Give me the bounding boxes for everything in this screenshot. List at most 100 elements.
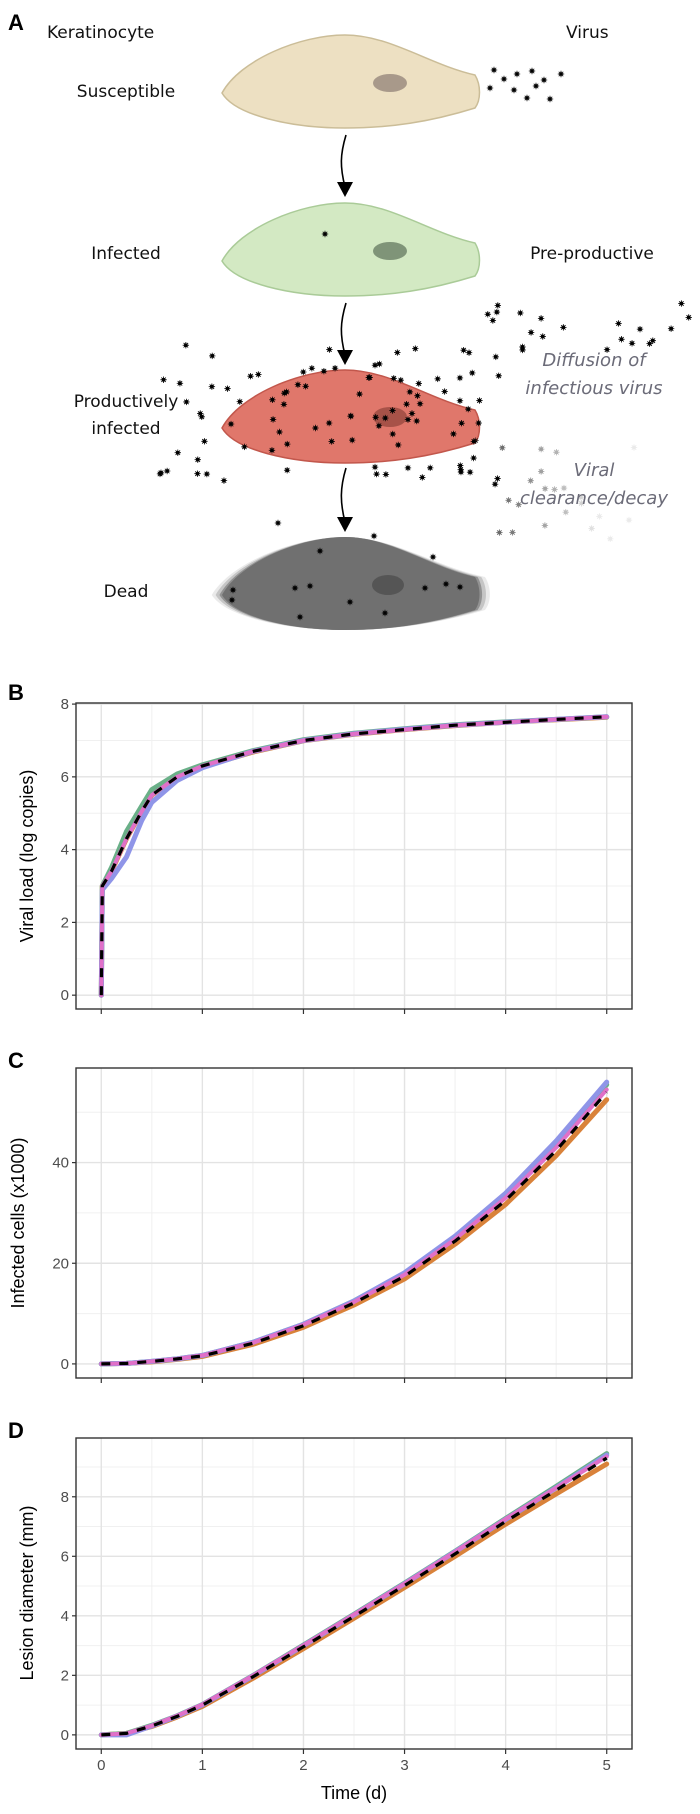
y-tick-label: 40 — [52, 1155, 69, 1172]
virus-spike — [511, 87, 517, 93]
virus-particle-icon — [607, 535, 614, 543]
virus-spike — [516, 502, 522, 508]
virus-particle-icon — [596, 513, 603, 520]
virus-spike — [371, 533, 377, 539]
virus-spike — [547, 96, 553, 102]
virus-particle-icon — [560, 484, 568, 492]
virus-spike — [604, 347, 610, 353]
virus-spike — [247, 373, 254, 379]
plot-border — [75, 702, 633, 1010]
virus-header: Virus — [566, 23, 609, 43]
virus-spike — [394, 349, 400, 356]
virus-particle-icon — [371, 361, 379, 369]
virus-particle-icon — [527, 329, 535, 336]
virus-particle-icon — [630, 444, 638, 451]
keratinocyte-header: Keratinocyte — [47, 23, 154, 43]
virus-particle-icon — [625, 516, 633, 524]
virus-spike — [589, 525, 595, 531]
virus-particle-icon — [373, 470, 380, 478]
virus-particle-icon — [269, 416, 277, 423]
virus-particle-icon — [456, 374, 464, 382]
y-tick-label: 0 — [61, 987, 69, 1004]
virus-spike — [199, 414, 205, 420]
virus-spike — [528, 329, 534, 335]
virus-particle-icon — [678, 300, 685, 307]
virus-spike — [533, 83, 539, 89]
chart-viral-load: Viral load (log copies) 0 2 4 6 8 — [17, 696, 633, 1014]
virus-spike — [317, 548, 323, 554]
virus-spike — [241, 444, 247, 450]
virus-particle-icon — [450, 430, 457, 438]
virus-spike — [538, 446, 544, 452]
virus-spike — [276, 429, 283, 435]
virus-core — [539, 469, 544, 474]
virus-spike — [209, 353, 215, 359]
y-axis-title-d: Lesion diameter (mm) — [17, 1505, 37, 1680]
virus-spike — [414, 393, 420, 399]
virus-spike — [540, 333, 546, 340]
virus-spike — [405, 465, 411, 471]
virus-spike — [307, 583, 313, 589]
virus-particle-icon — [326, 346, 333, 353]
virus-particle-icon — [203, 470, 211, 478]
virus-spike — [427, 465, 433, 471]
virus-particle-icon — [366, 374, 373, 381]
virus-particle-icon — [470, 454, 477, 462]
virus-particle-icon — [628, 340, 636, 347]
arrow-shaft — [340, 134, 347, 188]
virus-core — [539, 447, 544, 452]
state-dead: Dead — [104, 582, 149, 602]
virus-particle-icon — [465, 349, 473, 356]
virus-particle-icon — [284, 440, 291, 448]
virus-spike — [275, 520, 281, 526]
mean-dashed-line — [101, 1456, 608, 1737]
virus-spike — [528, 478, 534, 484]
virus-particle-icon — [381, 609, 389, 617]
virus-core — [516, 502, 521, 507]
arrow-head-icon — [337, 517, 353, 532]
virus-spike — [322, 231, 328, 237]
virus-particle-icon — [537, 315, 545, 322]
series-line-4 — [99, 1087, 609, 1366]
virus-particle-icon — [370, 532, 378, 540]
arrow-head-icon — [337, 182, 353, 197]
virus-particle-icon — [160, 376, 167, 383]
virus-spike — [457, 584, 463, 590]
virus-spike — [404, 401, 410, 407]
virus-spike — [395, 442, 401, 448]
virus-spike — [348, 413, 354, 419]
virus-particle-icon — [281, 389, 288, 397]
state-pre-productive: Pre-productive — [530, 244, 654, 264]
virus-particle-icon — [540, 76, 548, 84]
virus-core — [552, 487, 557, 492]
virus-spike — [303, 383, 309, 389]
virus-spike — [637, 326, 643, 332]
virus-spike — [194, 471, 201, 477]
virus-spike — [458, 469, 464, 475]
virus-particle-icon — [618, 336, 625, 343]
virus-spike — [578, 494, 584, 500]
virus-particle-icon — [194, 470, 201, 477]
virus-spike — [596, 513, 602, 519]
virus-spike — [538, 468, 544, 474]
virus-particle-icon — [551, 486, 558, 493]
virus-spike — [417, 401, 423, 407]
virus-particle-icon — [489, 317, 497, 324]
virus-particle-icon — [300, 368, 307, 376]
virus-particle-icon — [494, 475, 501, 482]
virus-spike — [560, 324, 566, 330]
virus-spike — [309, 365, 315, 371]
virus-particle-icon — [646, 340, 653, 347]
virus-spike — [224, 386, 231, 392]
nucleus — [372, 575, 404, 595]
virus-particle-icon — [224, 385, 231, 392]
virus-particle-icon — [394, 349, 401, 356]
virus-particle-icon — [615, 320, 622, 327]
virus-particle-icon — [236, 398, 244, 405]
virus-particle-icon — [492, 353, 500, 361]
mean-dashed-line — [99, 715, 607, 996]
virus-spike — [450, 431, 456, 437]
virus-spike — [412, 346, 418, 352]
virus-spike — [467, 469, 473, 475]
